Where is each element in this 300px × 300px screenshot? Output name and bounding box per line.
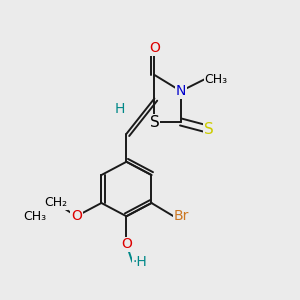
Text: CH₂: CH₂ bbox=[44, 196, 67, 209]
Text: ·H: ·H bbox=[132, 255, 147, 269]
Text: O: O bbox=[71, 209, 82, 223]
Text: N: N bbox=[176, 84, 186, 98]
Text: O: O bbox=[149, 41, 160, 56]
Text: CH₃: CH₃ bbox=[24, 210, 47, 223]
Text: CH₃: CH₃ bbox=[205, 73, 228, 86]
Text: S: S bbox=[149, 115, 159, 130]
Text: Br: Br bbox=[174, 209, 189, 223]
Text: S: S bbox=[204, 122, 214, 137]
Text: H: H bbox=[115, 102, 125, 116]
Text: O: O bbox=[121, 237, 132, 251]
